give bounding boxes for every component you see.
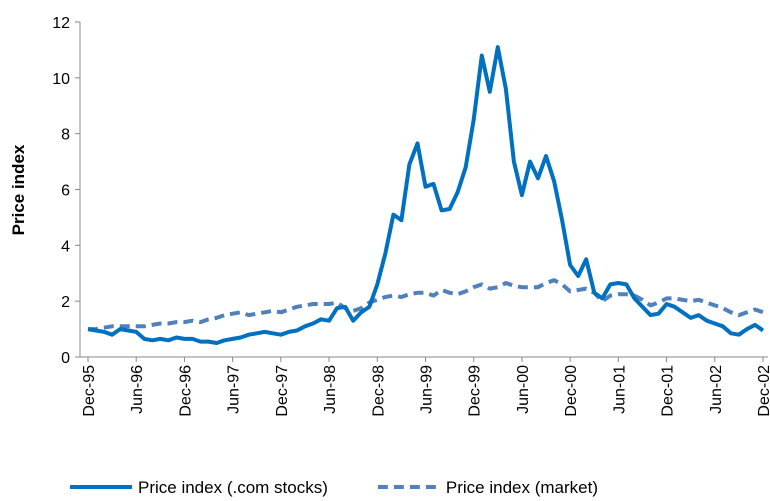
y-tick-label: 6 <box>61 183 70 200</box>
x-tick-label: Jun-99 <box>419 365 436 414</box>
x-tick-label: Jun-96 <box>129 365 146 414</box>
x-tick-label: Dec-98 <box>370 365 387 417</box>
x-tick-label: Dec-97 <box>274 365 291 417</box>
x-tick-label: Dec-95 <box>81 365 98 417</box>
legend-label: Price index (.com stocks) <box>138 478 328 497</box>
x-tick-label: Dec-00 <box>563 365 580 417</box>
y-tick-label: 2 <box>61 294 70 311</box>
y-tick-label: 0 <box>61 350 70 367</box>
y-tick-label: 8 <box>61 127 70 144</box>
y-axis-label: Price index <box>9 144 28 235</box>
x-tick-label: Jun-98 <box>322 365 339 414</box>
x-tick-label: Dec-02 <box>756 365 770 417</box>
y-tick-label: 4 <box>61 238 70 255</box>
series-line <box>88 278 764 332</box>
series-line <box>87 45 765 345</box>
y-tick-label: 12 <box>52 15 70 32</box>
legend-label: Price index (market) <box>446 478 598 497</box>
x-tick-label: Jun-97 <box>226 365 243 414</box>
x-tick-label: Dec-99 <box>467 365 484 417</box>
x-tick-label: Jun-02 <box>708 365 725 414</box>
x-tick-label: Jun-00 <box>515 365 532 414</box>
y-tick-label: 10 <box>52 71 70 88</box>
x-tick-label: Dec-96 <box>177 365 194 417</box>
x-tick-label: Jun-01 <box>611 365 628 414</box>
x-tick-label: Dec-01 <box>660 365 677 417</box>
